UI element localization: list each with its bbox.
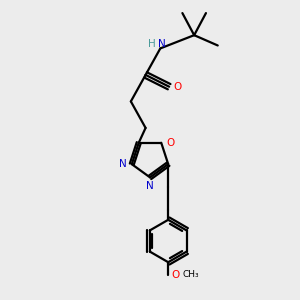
Text: N: N	[119, 159, 127, 169]
Text: H: H	[148, 39, 156, 49]
Text: CH₃: CH₃	[182, 270, 199, 279]
Text: O: O	[166, 138, 174, 148]
Text: N: N	[158, 39, 166, 49]
Text: O: O	[173, 82, 181, 92]
Text: N: N	[146, 181, 154, 191]
Text: O: O	[172, 270, 180, 280]
